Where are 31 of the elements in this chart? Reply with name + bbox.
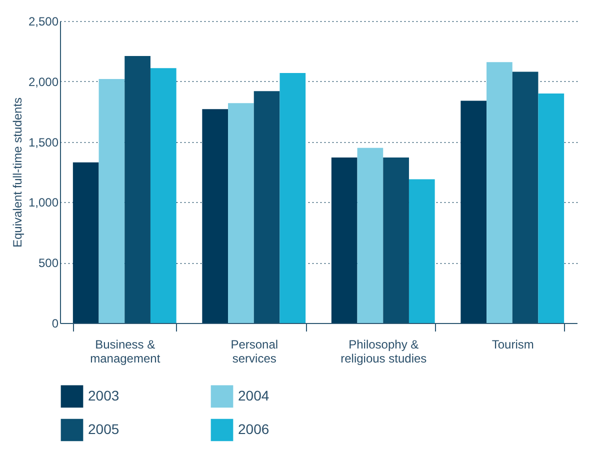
bar: [383, 158, 409, 323]
legend-label: 2005: [88, 421, 120, 437]
bar: [150, 68, 176, 323]
y-tick-label: 2,500: [28, 14, 59, 28]
bar: [98, 78, 125, 323]
bar: [254, 91, 280, 323]
x-tick-label: Personal services: [230, 338, 278, 366]
bar: [228, 103, 254, 323]
y-tick-label: 1,500: [28, 135, 59, 150]
y-axis-title: Equivalent full-time students: [10, 97, 24, 248]
bar: [486, 62, 512, 323]
y-tick-label: 0: [52, 316, 59, 330]
legend-label: 2003: [88, 387, 120, 404]
bar: [357, 148, 384, 323]
bar: [408, 179, 435, 323]
bar: [124, 56, 150, 323]
y-tick-label: 2,000: [28, 74, 59, 89]
x-tick-label: Philosophy & religious studies: [340, 338, 427, 366]
legend-label: 2006: [238, 421, 270, 437]
bar: [538, 93, 564, 323]
x-tick-label: Business & management: [90, 338, 161, 366]
bar: [331, 158, 358, 323]
x-tick-label: Tourism: [492, 338, 534, 352]
bar: [202, 109, 228, 323]
bar: [72, 162, 99, 323]
bar: [280, 72, 306, 323]
bar: [460, 100, 487, 323]
y-tick-label: 1,000: [28, 196, 59, 210]
y-tick-label: 500: [38, 256, 59, 270]
legend-label: 2004: [238, 387, 270, 404]
bar: [512, 72, 538, 323]
